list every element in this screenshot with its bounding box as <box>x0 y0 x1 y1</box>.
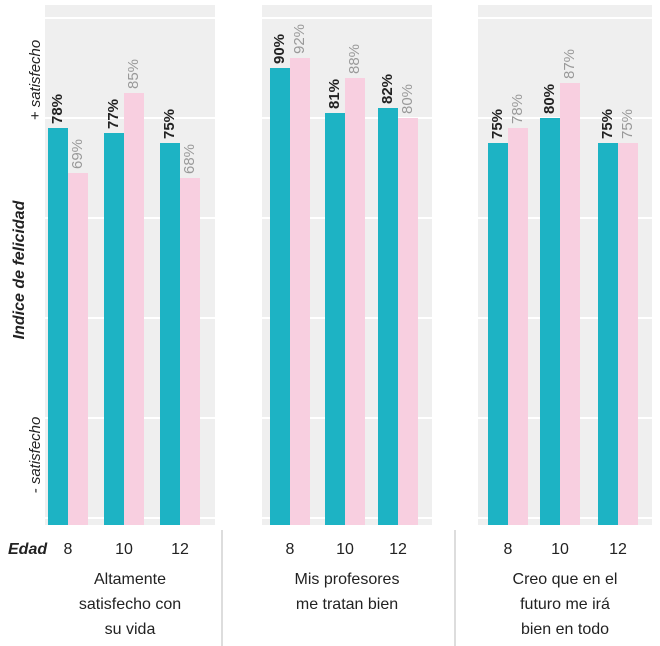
value-label: 69% <box>69 139 86 169</box>
bar <box>560 83 580 525</box>
bar <box>104 133 124 525</box>
value-label: 75% <box>489 109 506 139</box>
bar <box>345 78 365 525</box>
value-label: 80% <box>541 84 558 114</box>
x-tick-label: 12 <box>609 541 627 558</box>
x-tick-label: 8 <box>504 541 513 558</box>
bar <box>180 178 200 525</box>
x-axis-label: Edad <box>8 541 48 558</box>
panel-title: satisfecho con <box>79 596 181 613</box>
value-label: 78% <box>49 94 66 124</box>
value-label: 75% <box>619 109 636 139</box>
value-label: 82% <box>379 74 396 104</box>
panel-title: bien en todo <box>521 621 609 638</box>
value-label: 77% <box>105 99 122 129</box>
panel-title: me tratan bien <box>296 596 398 613</box>
bar <box>290 58 310 525</box>
value-label: 81% <box>326 79 343 109</box>
bar <box>508 128 528 525</box>
chart: Indice de felicidad + satisfecho - satisfe… <box>0 0 660 646</box>
panel-title: futuro me irá <box>520 596 610 613</box>
y-bottom-label: - satisfecho <box>27 417 44 494</box>
value-label: 92% <box>291 24 308 54</box>
bar <box>160 143 180 525</box>
panel-title: Altamente <box>94 571 166 588</box>
bar <box>540 118 560 525</box>
x-tick-label: 12 <box>389 541 407 558</box>
bar <box>378 108 398 525</box>
y-top-label: + satisfecho <box>27 40 44 120</box>
bar <box>325 113 345 525</box>
x-tick-label: 8 <box>64 541 73 558</box>
bar <box>398 118 418 525</box>
bar <box>68 173 88 525</box>
x-tick-label: 12 <box>171 541 189 558</box>
x-tick-label: 8 <box>286 541 295 558</box>
bar <box>48 128 68 525</box>
x-tick-label: 10 <box>551 541 569 558</box>
value-label: 90% <box>271 34 288 64</box>
value-label: 88% <box>346 44 363 74</box>
bar <box>124 93 144 525</box>
bar <box>488 143 508 525</box>
y-axis-label: Indice de felicidad <box>11 199 28 339</box>
bar <box>270 68 290 525</box>
panel-title: Creo que en el <box>513 571 618 588</box>
x-tick-label: 10 <box>336 541 354 558</box>
value-label: 85% <box>125 59 142 89</box>
value-label: 75% <box>161 109 178 139</box>
bar <box>618 143 638 525</box>
value-label: 87% <box>561 49 578 79</box>
panel-title: su vida <box>105 621 156 638</box>
x-tick-label: 10 <box>115 541 133 558</box>
value-label: 68% <box>181 144 198 174</box>
value-label: 80% <box>399 84 416 114</box>
panel-title: Mis profesores <box>295 571 400 588</box>
bar <box>598 143 618 525</box>
value-label: 75% <box>599 109 616 139</box>
value-label: 78% <box>509 94 526 124</box>
